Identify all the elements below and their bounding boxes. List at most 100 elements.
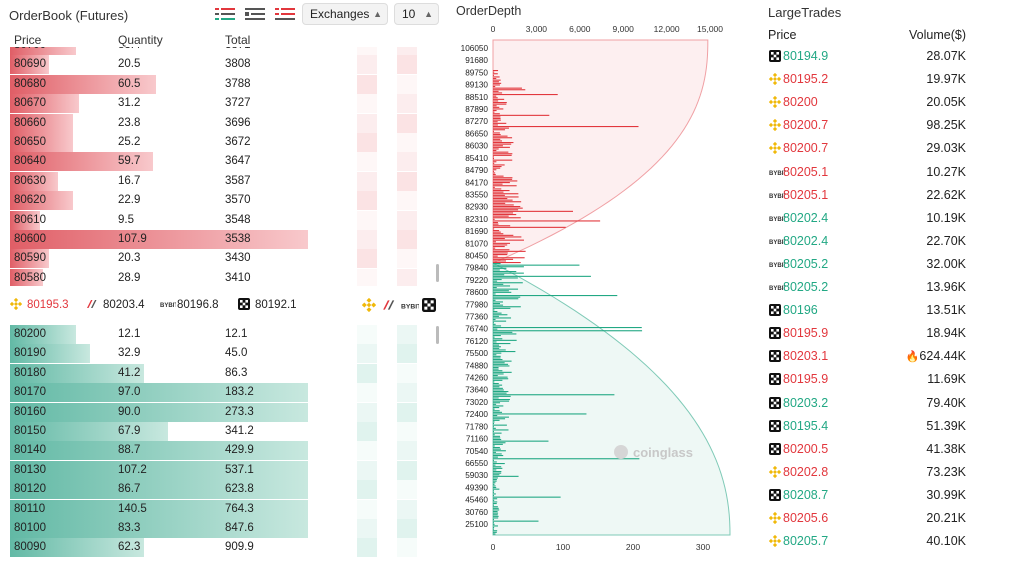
bid-row[interactable]: 80090 62.3 909.9 (0, 538, 440, 558)
trade-row[interactable]: 80195.4 51.39K (760, 415, 1024, 438)
ask-depth-bar (493, 175, 504, 177)
exchange-depth-cell (397, 344, 417, 364)
ask-depth-bar (493, 262, 521, 264)
bid-depth-bar (493, 495, 494, 497)
trade-row[interactable]: 80200.7 29.03K (760, 137, 1024, 160)
trade-volume-value: 29.03K (926, 141, 966, 156)
trade-volume: 79.40K (926, 392, 966, 415)
depth-select[interactable]: 10 ▲ (394, 3, 439, 25)
trade-row[interactable]: 80195.2 19.97K (760, 68, 1024, 91)
trade-row[interactable]: 80194.9 28.07K (760, 45, 1024, 68)
bid-depth-bar (493, 394, 615, 396)
trade-row[interactable]: BYBIT80205.1 22.62K (760, 184, 1024, 207)
quantity-cell: 97.0 (118, 386, 141, 399)
bid-row[interactable]: 80130 107.2 537.1 (0, 460, 440, 480)
bid-depth-bar (493, 389, 504, 391)
trade-row[interactable]: 80195.9 18.94K (760, 322, 1024, 345)
price-axis-label: 59030 (465, 471, 488, 480)
bid-depth-bar (493, 295, 618, 297)
bid-row[interactable]: 80140 88.7 429.9 (0, 441, 440, 461)
ask-depth-bar (493, 89, 526, 91)
ask-row[interactable]: 80670 31.2 3727 (0, 94, 440, 114)
trade-row[interactable]: BYBIT80202.4 10.19K (760, 207, 1024, 230)
trade-row[interactable]: 80200.5 41.38K (760, 438, 1024, 461)
bid-row[interactable]: 80200 12.1 12.1 (0, 325, 440, 344)
trade-row[interactable]: 80196 13.51K (760, 299, 1024, 322)
exchanges-select[interactable]: Exchanges ▲ (302, 3, 388, 25)
ask-depth-bar (493, 78, 497, 80)
bids-scrollbar[interactable] (436, 326, 439, 344)
ask-row[interactable]: 80690 20.5 3808 (0, 55, 440, 75)
trade-row[interactable]: 80203.2 79.40K (760, 392, 1024, 415)
view-both-icon[interactable] (214, 6, 236, 22)
trade-row[interactable]: 80195.9 11.69K (760, 368, 1024, 391)
trade-row[interactable]: BYBIT80205.2 13.96K (760, 276, 1024, 299)
bid-depth-bar (493, 487, 497, 489)
ask-row[interactable]: 80600 107.9 3538 (0, 230, 440, 249)
trade-volume-value: 32.00K (926, 256, 966, 271)
price-axis-label: 45460 (465, 496, 488, 505)
ask-depth-bar (493, 119, 501, 121)
exchange-depth-cell (397, 152, 417, 172)
bid-row[interactable]: 80190 32.9 45.0 (0, 344, 440, 364)
bid-row[interactable]: 80100 83.3 847.6 (0, 519, 440, 538)
ask-row[interactable]: 80640 59.7 3647 (0, 152, 440, 172)
quantity-cell: 86.7 (118, 483, 141, 496)
trade-row[interactable]: 80205.6 20.21K (760, 507, 1024, 530)
trade-row[interactable]: BYBIT80205.2 32.00K (760, 253, 1024, 276)
ask-row[interactable]: 80700 83.4 3871 (0, 47, 440, 55)
okx-filter-icon[interactable] (422, 298, 436, 312)
trade-price: 80200.5 (783, 441, 829, 456)
trade-volume-value: 19.97K (926, 72, 966, 87)
view-bids-icon[interactable] (274, 6, 296, 22)
bybit-icon: BYBIT (769, 212, 787, 224)
bid-row[interactable]: 80170 97.0 183.2 (0, 383, 440, 403)
ask-depth-bar (493, 162, 495, 164)
exchange-depth-cell (397, 460, 417, 480)
exchange-depth-cell (357, 480, 377, 500)
trade-row[interactable]: BYBIT80202.4 22.70K (760, 230, 1024, 253)
bid-row[interactable]: 80150 67.9 341.2 (0, 422, 440, 441)
quantity-cell: 16.7 (118, 174, 141, 187)
ask-row[interactable]: 80610 9.5 3548 (0, 210, 440, 230)
price-cell: 80590 (14, 252, 46, 265)
trade-row[interactable]: 80200 20.05K (760, 91, 1024, 114)
ask-row[interactable]: 80630 16.7 3587 (0, 171, 440, 191)
trade-volume-value: 73.23K (926, 464, 966, 479)
exchange-depth-cell (357, 133, 377, 152)
view-asks-icon[interactable] (244, 6, 266, 22)
depth-bar (10, 402, 308, 422)
exchange-depth-cell (357, 152, 377, 172)
trade-row[interactable]: 80203.1 🔥624.44K (760, 345, 1024, 368)
bitmex-filter-icon[interactable] (382, 298, 396, 312)
ask-depth-bar (493, 222, 498, 224)
bid-depth-bar (493, 365, 510, 367)
bid-row[interactable]: 80120 86.7 623.8 (0, 480, 440, 500)
depth-bar (10, 249, 49, 269)
bid-depth-bar (493, 447, 500, 449)
ask-row[interactable]: 80650 25.2 3672 (0, 133, 440, 152)
ask-row[interactable]: 80660 23.8 3696 (0, 113, 440, 133)
binance-filter-icon[interactable] (361, 297, 377, 313)
ask-row[interactable]: 80590 20.3 3430 (0, 249, 440, 269)
bid-row[interactable]: 80110 140.5 764.3 (0, 499, 440, 519)
ask-row[interactable]: 80680 60.5 3788 (0, 74, 440, 94)
ask-row[interactable]: 80580 28.9 3410 (0, 268, 440, 286)
trade-row[interactable]: BYBIT80205.1 10.27K (760, 161, 1024, 184)
bid-row[interactable]: 80160 90.0 273.3 (0, 402, 440, 422)
price-axis-label: 71160 (466, 435, 489, 444)
trade-row[interactable]: 80208.7 30.99K (760, 484, 1024, 507)
mid-price-bitmex: 80203.4 (86, 297, 145, 313)
trade-row[interactable]: 80200.7 98.25K (760, 114, 1024, 137)
ask-row[interactable]: 80620 22.9 3570 (0, 191, 440, 211)
asks-scrollbar[interactable] (436, 264, 439, 282)
trade-row[interactable]: 80202.8 73.23K (760, 461, 1024, 484)
bid-row[interactable]: 80180 41.2 86.3 (0, 363, 440, 383)
depth-bar (10, 47, 76, 55)
bid-depth-bar (493, 477, 498, 479)
quantity-cell: 20.5 (118, 58, 141, 71)
price-axis-label: 74880 (465, 361, 488, 370)
bybit-filter-icon[interactable]: BYBIT (401, 298, 422, 312)
trade-row[interactable]: 80205.7 40.10K (760, 530, 1024, 553)
ask-depth-bar (493, 241, 496, 243)
